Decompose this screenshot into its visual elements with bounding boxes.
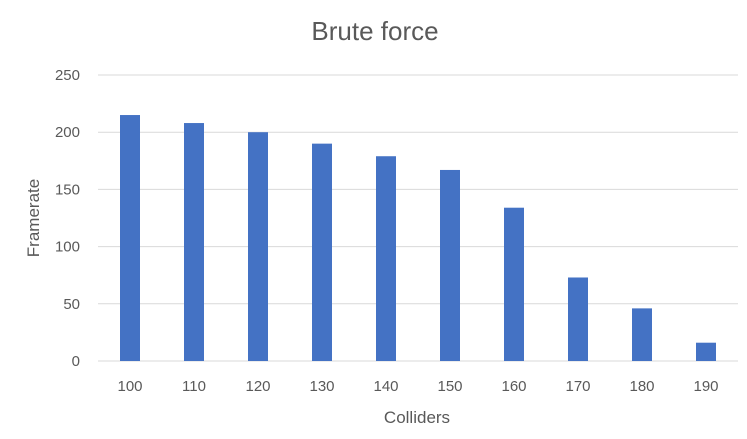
chart-title: Brute force	[311, 16, 438, 46]
x-tick-label: 110	[182, 378, 206, 395]
y-tick-label: 50	[63, 296, 80, 313]
x-tick-label: 120	[245, 378, 270, 395]
x-tick-labels: 100 110 120 130 140 150 160 170 180 190	[117, 378, 718, 395]
x-tick-label: 130	[309, 378, 334, 395]
y-tick-label: 150	[55, 181, 80, 198]
bar	[632, 308, 652, 361]
y-tick-label: 250	[55, 67, 80, 84]
x-tick-label: 190	[693, 378, 718, 395]
x-axis-label: Colliders	[384, 408, 450, 427]
y-axis-label: Framerate	[24, 179, 43, 257]
y-tick-label: 100	[55, 239, 80, 256]
bar	[440, 169, 460, 361]
x-tick-label: 180	[629, 378, 654, 395]
bar	[696, 342, 716, 361]
bar	[376, 156, 396, 361]
bar	[504, 207, 524, 361]
x-tick-label: 140	[373, 378, 398, 395]
bar	[120, 115, 140, 361]
gridlines	[98, 74, 738, 362]
y-tick-label: 0	[72, 353, 80, 370]
y-tick-label: 200	[55, 124, 80, 141]
bar	[312, 143, 332, 361]
x-tick-label: 150	[437, 378, 462, 395]
x-tick-label: 170	[565, 378, 590, 395]
x-tick-label: 100	[117, 378, 142, 395]
bar	[568, 277, 588, 361]
y-tick-labels: 0 50 100 150 200 250	[55, 67, 80, 370]
x-tick-label: 160	[501, 378, 526, 395]
bars	[120, 115, 716, 361]
bar	[248, 132, 268, 361]
bar	[184, 123, 204, 361]
